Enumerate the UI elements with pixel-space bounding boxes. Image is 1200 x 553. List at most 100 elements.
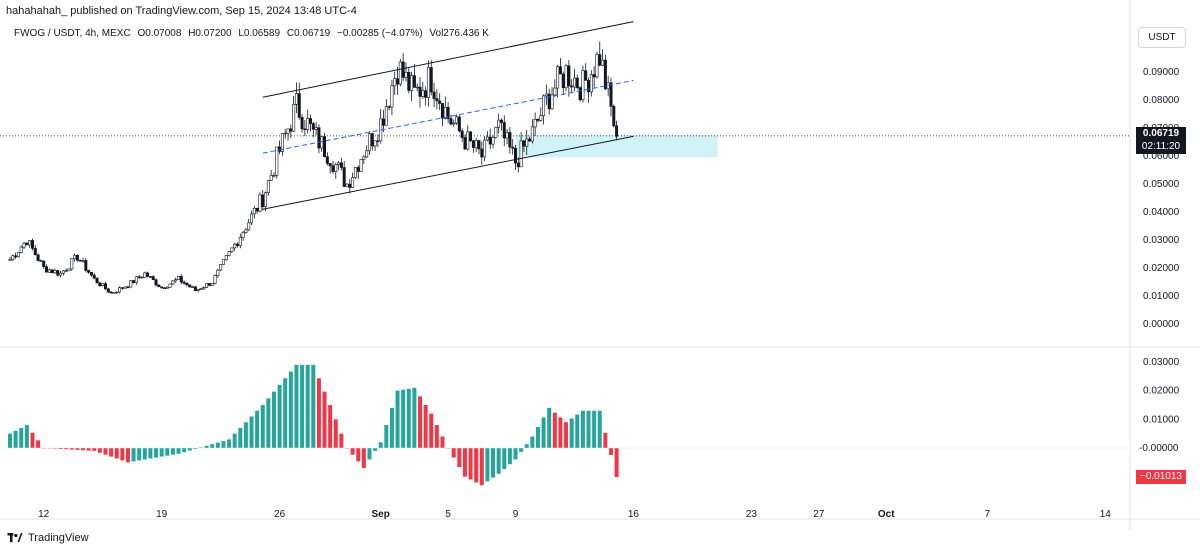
oscillator-bar — [418, 396, 423, 448]
candle-down — [106, 288, 110, 293]
candle-down — [157, 284, 161, 288]
oscillator-bar — [120, 448, 125, 461]
candle-down — [311, 123, 315, 130]
candle-down — [488, 136, 492, 145]
oscillator-bar — [373, 448, 378, 451]
candle-down — [325, 156, 329, 164]
oscillator-bar — [97, 448, 102, 453]
candle-down — [418, 86, 422, 97]
candle-up — [443, 106, 447, 119]
oscillator-bar — [519, 448, 524, 452]
oscillator-bar — [316, 378, 321, 448]
oscillator-bar — [406, 388, 411, 448]
candle-down — [457, 116, 461, 132]
oscillator-bar — [547, 407, 552, 448]
candle-up — [22, 242, 26, 248]
oscillator-bar — [496, 448, 501, 474]
candle-up — [252, 207, 256, 215]
candle-down — [185, 282, 189, 286]
candle-up — [393, 78, 397, 87]
candle-up — [101, 283, 105, 287]
oscillator-bar — [131, 448, 136, 462]
candle-up — [140, 276, 144, 279]
candle-down — [446, 106, 450, 119]
oscillator-bar — [81, 448, 86, 451]
candle-down — [376, 140, 380, 142]
candle-up — [221, 259, 225, 265]
candle-down — [575, 77, 579, 88]
oscillator-bar — [243, 422, 248, 448]
candle-up — [244, 229, 248, 233]
candle-down — [615, 125, 619, 137]
candle-up — [129, 280, 133, 288]
candle-down — [412, 75, 416, 88]
candle-up — [525, 138, 529, 147]
symbol-name[interactable]: FWOG / USDT, 4h, MEXC — [14, 28, 131, 39]
oscillator-bar — [384, 425, 389, 448]
candle-up — [258, 194, 262, 212]
y-tick-label: 0.02000 — [1143, 263, 1180, 274]
oscillator-bar — [395, 390, 400, 448]
x-tick-label: 26 — [274, 509, 286, 520]
candle-up — [283, 132, 287, 135]
footer: TradingView — [6, 532, 89, 544]
oscillator-bar — [232, 433, 237, 448]
oscillator-bar — [13, 430, 18, 448]
low-value: L0.06589 — [238, 28, 281, 39]
candle-down — [235, 243, 239, 246]
candle-down — [308, 118, 312, 124]
candle-up — [247, 222, 251, 231]
candle-down — [438, 100, 442, 104]
oscillator-bar — [137, 448, 142, 461]
candle-up — [266, 180, 270, 193]
candle-down — [120, 287, 124, 289]
osc-y-tick-label: 0.02000 — [1143, 386, 1180, 397]
candle-down — [151, 276, 155, 280]
oscillator-bar — [356, 448, 361, 462]
x-tick-label: Oct — [878, 509, 895, 520]
candle-up — [199, 288, 203, 290]
candle-up — [205, 283, 209, 288]
candle-down — [193, 286, 197, 291]
oscillator-bar — [204, 445, 209, 448]
candle-down — [440, 103, 444, 119]
candle-up — [533, 118, 537, 128]
candle-down — [75, 255, 79, 261]
oscillator-bar — [507, 448, 512, 465]
candle-up — [16, 252, 20, 258]
candle-down — [609, 82, 613, 107]
candle-down — [92, 274, 96, 279]
currency-button[interactable]: USDT — [1138, 27, 1186, 48]
candle-down — [407, 71, 411, 91]
candle-up — [334, 164, 338, 172]
candle-up — [59, 272, 63, 276]
candle-down — [207, 283, 211, 286]
candle-up — [606, 82, 610, 90]
candle-down — [255, 207, 259, 212]
candle-down — [477, 140, 481, 150]
candle-up — [426, 67, 430, 98]
oscillator-bar — [350, 448, 355, 455]
candle-up — [505, 132, 509, 139]
candle-down — [297, 93, 301, 118]
oscillator-bar — [294, 364, 299, 448]
candle-down — [36, 254, 40, 261]
candle-down — [502, 122, 506, 139]
volume-value: Vol276.436 K — [429, 28, 489, 39]
candle-down — [188, 284, 192, 288]
close-value: C0.06719 — [286, 28, 331, 39]
oscillator-bar — [558, 417, 563, 448]
high-value: H0.07200 — [188, 28, 232, 39]
candle-down — [289, 128, 293, 132]
candle-down — [536, 118, 540, 121]
candles — [8, 41, 619, 295]
candle-down — [30, 240, 34, 249]
candle-down — [499, 119, 503, 123]
oscillator-bar — [361, 448, 366, 469]
candle-up — [497, 119, 501, 128]
oscillator-value-badge: −0.01013 — [1136, 470, 1186, 484]
candle-up — [269, 175, 273, 181]
oscillator-bar — [502, 448, 507, 470]
x-tick-label: 16 — [628, 509, 640, 520]
